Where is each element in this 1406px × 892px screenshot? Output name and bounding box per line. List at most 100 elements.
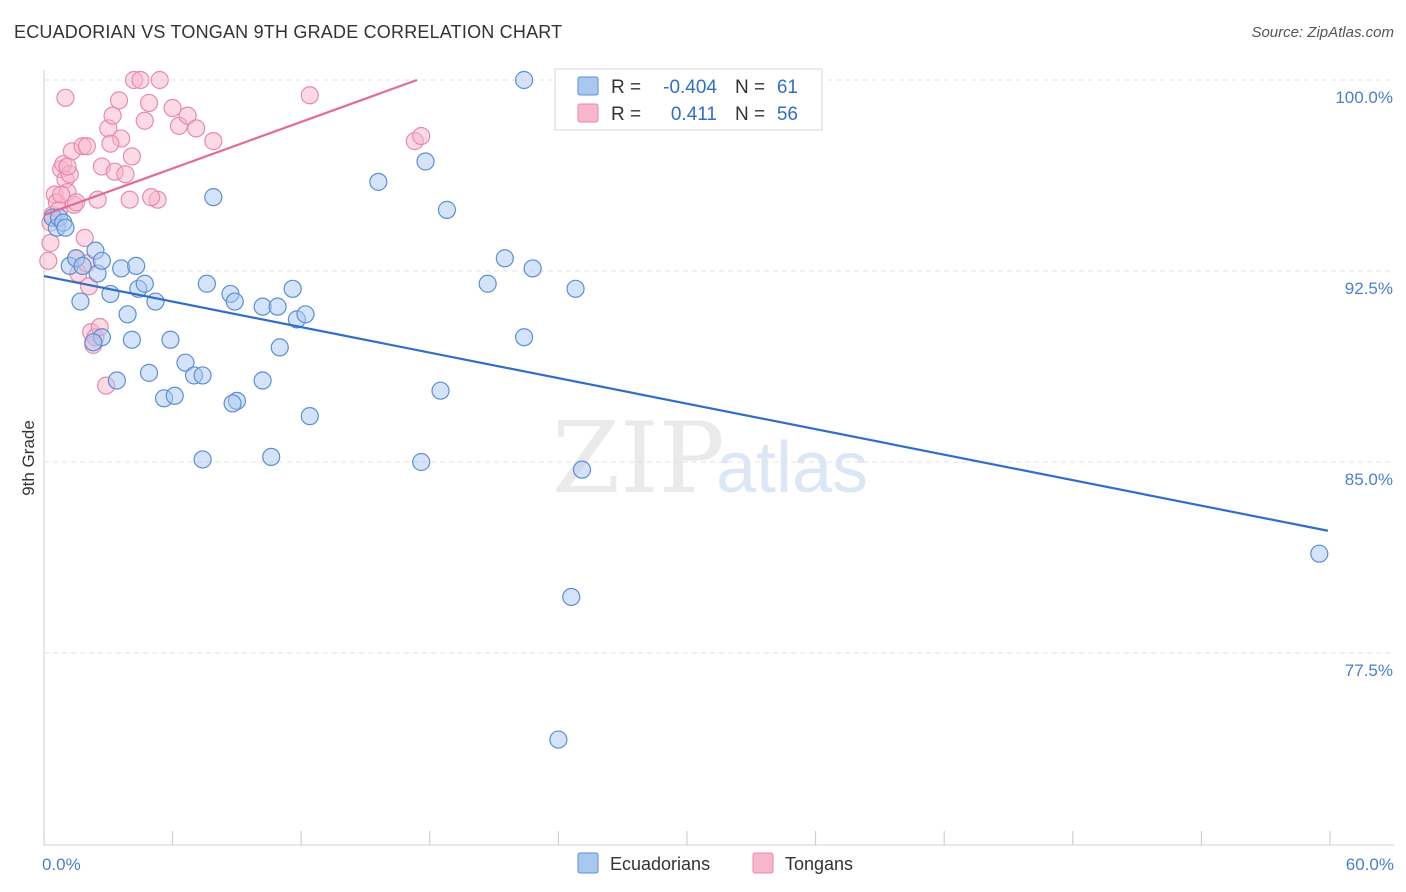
tongan-point (122, 147, 141, 166)
legend-n-value-tongans: 56 (777, 104, 798, 125)
ecuadorian-point (268, 297, 287, 316)
ecuadorian-point (412, 452, 431, 472)
bottom-legend-label-ecuadorians: Ecuadorians (610, 854, 710, 874)
ecuadorian-point (165, 386, 184, 405)
y-tick-labels: 100.0% 92.5% 85.0% 77.5% (1335, 88, 1393, 680)
gridlines (44, 79, 1394, 654)
legend-r-value-tongans: 0.411 (671, 104, 717, 125)
watermark-atlas: atlas (716, 428, 868, 508)
legend-r-value-ecuadorians: -0.404 (663, 77, 717, 98)
ecuadorian-trend-line (43, 275, 1329, 532)
ecuadorian-point (193, 366, 212, 385)
tongan-point (109, 91, 129, 110)
tongan-point (412, 126, 431, 146)
legend: R = -0.404 N = 61 R = 0.411 N = 56 (554, 68, 823, 131)
ecuadorian-point (92, 251, 111, 270)
y-axis-title: 9th Grade (19, 420, 38, 496)
ecuadorian-point (562, 587, 581, 607)
ecuadorian-point (225, 292, 244, 311)
tongan-point (101, 134, 120, 153)
tongan-point (56, 88, 75, 107)
source-credit: Source: ZipAtlas.com (1251, 24, 1394, 41)
ecuadorian-point (118, 305, 137, 324)
ecuadorian-point (549, 730, 568, 749)
tongan-point (178, 106, 197, 125)
ecuadorian-point (296, 305, 315, 324)
x-tick-label-min: 0.0% (42, 855, 81, 874)
y-tick-label: 85.0% (1345, 470, 1393, 489)
tongan-point (58, 157, 77, 176)
x-axis-ticks (43, 831, 1331, 845)
y-tick-label: 77.5% (1345, 661, 1393, 680)
ecuadorian-point (253, 371, 272, 390)
y-tick-label: 92.5% (1345, 279, 1393, 298)
ecuadorian-point (495, 249, 514, 268)
y-tick-label: 100.0% (1335, 88, 1393, 107)
ecuadorian-point (193, 450, 212, 469)
ecuadorian-point (112, 259, 131, 278)
ecuadorian-point (139, 363, 159, 382)
tongan-point (187, 119, 206, 138)
bottom-legend-swatch-ecuadorians (577, 852, 599, 874)
ecuadorian-point (107, 371, 126, 390)
ecuadorian-point (300, 407, 319, 426)
tongan-point (41, 233, 60, 253)
bottom-legend: Ecuadorians Tongans (577, 852, 853, 874)
tongan-point (120, 190, 139, 209)
ecuadorian-point (127, 256, 146, 276)
tongan-point (139, 93, 159, 113)
legend-n-label-ecuadorians: N = (735, 77, 765, 98)
ecuadorian-point (523, 259, 542, 278)
ecuadorian-point (431, 381, 450, 400)
ecuadorian-point (283, 279, 302, 298)
tongan-trend-line (43, 78, 418, 217)
bottom-legend-label-tongans: Tongans (785, 854, 853, 874)
ecuadorian-point (223, 394, 242, 413)
ecuadorian-point (416, 152, 435, 171)
ecuadorian-point (270, 338, 289, 357)
legend-swatch-ecuadorians (577, 76, 599, 96)
ecuadorian-point (122, 330, 141, 349)
legend-swatch-tongans (577, 103, 599, 123)
chart-title: ECUADORIAN VS TONGAN 9TH GRADE CORRELATI… (14, 22, 563, 42)
ecuadorian-point (176, 353, 195, 372)
ecuadorian-point (135, 274, 154, 293)
tongan-point (142, 188, 161, 207)
ecuadorian-point (572, 460, 592, 479)
watermark-zip: ZIP (552, 402, 725, 516)
tongan-point (103, 106, 122, 125)
ecuadorian-point (73, 256, 92, 276)
tongan-point (39, 251, 58, 270)
x-tick-label-max: 60.0% (1346, 855, 1394, 874)
ecuadorian-point (84, 333, 103, 352)
tongan-point (52, 185, 71, 204)
ecuadorian-point (161, 330, 180, 349)
ecuadorian-point (515, 328, 534, 347)
ecuadorian-point (515, 70, 534, 90)
ecuadorian-point (437, 200, 457, 219)
tongan-point (77, 137, 96, 156)
tongan-point (150, 70, 169, 90)
ecuadorian-point (566, 279, 585, 298)
tongan-point (131, 70, 150, 90)
ecuadorian-point (478, 274, 497, 293)
series-layer (39, 70, 1329, 749)
ecuadorian-point (1310, 544, 1329, 563)
tongan-point (163, 98, 182, 118)
legend-n-value-ecuadorians: 61 (777, 77, 798, 98)
ecuadorian-point (369, 172, 388, 191)
tongan-point (75, 228, 94, 247)
ecuadorian-point (56, 218, 75, 237)
legend-r-label-tongans: R = (611, 104, 641, 125)
ecuadorian-point (197, 274, 216, 293)
tongan-point (204, 132, 223, 151)
tongan-point (135, 111, 154, 130)
tongan-point (300, 86, 319, 105)
legend-box (554, 68, 823, 131)
ecuadorian-point (71, 292, 90, 311)
watermark: ZIP atlas (552, 402, 868, 516)
ecuadorian-point (204, 188, 223, 207)
bottom-legend-swatch-tongans (752, 852, 774, 874)
legend-r-label-ecuadorians: R = (611, 77, 641, 98)
